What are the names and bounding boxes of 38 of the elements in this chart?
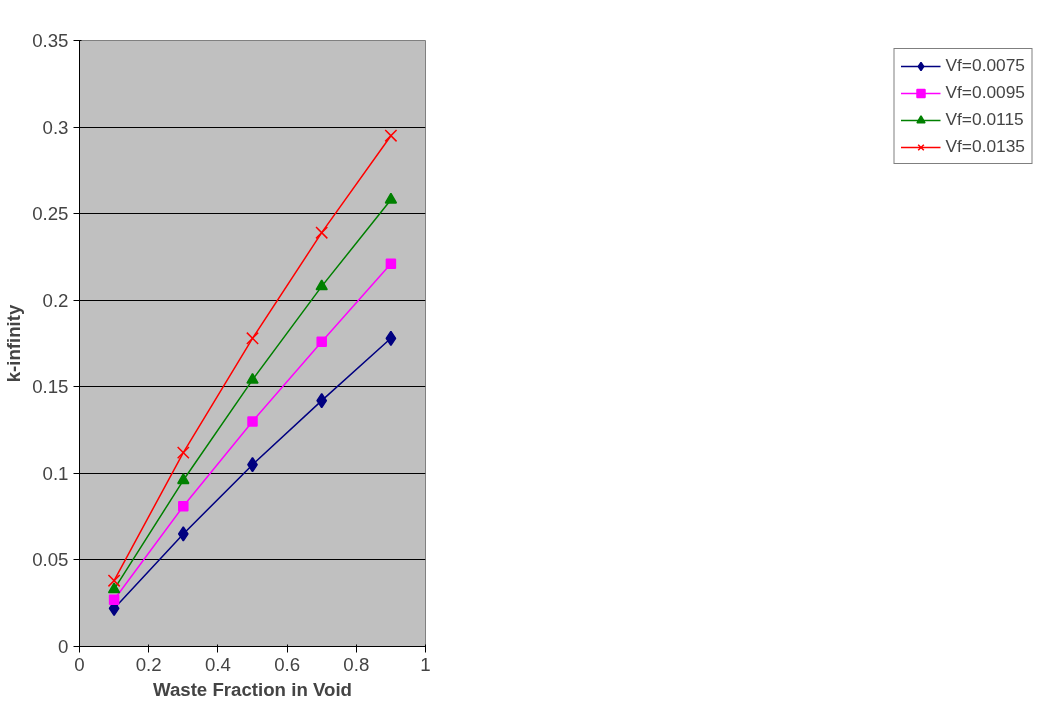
- x-tick-label: 0.8: [343, 653, 370, 675]
- point: [107, 574, 121, 588]
- x-tick-label: 0.6: [274, 653, 301, 675]
- y-tick-label: 0.15: [32, 376, 69, 398]
- legend-label: Vf=0.0095: [945, 82, 1025, 103]
- x-tick-label: 0.2: [135, 653, 162, 675]
- legend-label: Vf=0.0135: [945, 136, 1025, 157]
- point: [385, 330, 397, 347]
- point: [108, 594, 120, 605]
- y-tick-label: 0.05: [32, 549, 69, 571]
- point: [384, 192, 398, 204]
- point: [177, 526, 189, 542]
- x-tick-label: 1: [420, 653, 431, 675]
- point: [384, 129, 398, 143]
- x-tick-label: 0.4: [204, 653, 231, 675]
- y-axis-title: k-infinity: [3, 304, 25, 383]
- x-tick-label: 0: [74, 653, 85, 675]
- point: [107, 582, 121, 594]
- point: [176, 446, 190, 459]
- point: [247, 416, 258, 427]
- point: [385, 258, 397, 270]
- x-axis-title: Waste Fraction in Void: [152, 678, 353, 700]
- y-tick-label: 0.2: [42, 289, 69, 311]
- point: [315, 226, 329, 240]
- point: [246, 331, 259, 345]
- legend-label: Vf=0.0075: [945, 55, 1025, 76]
- point: [316, 336, 327, 348]
- point: [315, 279, 328, 291]
- legend-label: Vf=0.0115: [945, 109, 1024, 130]
- y-tick-label: 0.35: [32, 30, 69, 51]
- point: [178, 501, 189, 512]
- y-tick-label: 0.3: [42, 116, 69, 138]
- point: [246, 372, 259, 384]
- y-tick-label: 0: [58, 636, 69, 657]
- y-tick-label: 0.25: [32, 203, 69, 225]
- point: [316, 392, 328, 409]
- y-tick-label: 0.1: [42, 462, 69, 484]
- point: [177, 473, 190, 485]
